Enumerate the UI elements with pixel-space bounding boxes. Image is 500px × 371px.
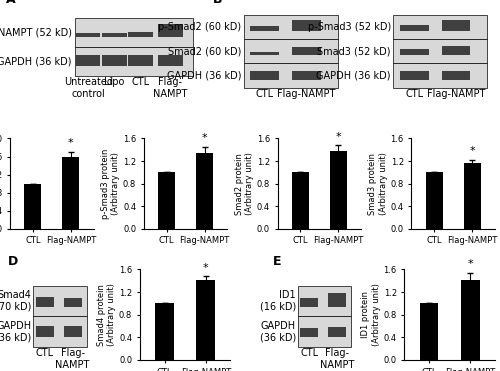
Bar — [158, 55, 182, 66]
Text: *: * — [336, 132, 341, 142]
Text: GAPDH (36 kD): GAPDH (36 kD) — [316, 70, 391, 81]
Text: CTL: CTL — [300, 348, 318, 358]
Text: *: * — [468, 259, 473, 269]
Text: CTL: CTL — [132, 77, 150, 87]
Bar — [298, 286, 351, 316]
Bar — [64, 298, 82, 306]
Text: Smad4
(70 kD): Smad4 (70 kD) — [0, 290, 32, 312]
Text: ID1
(16 kD): ID1 (16 kD) — [260, 290, 296, 312]
Text: Flag-NAMPT: Flag-NAMPT — [277, 89, 336, 99]
Bar — [292, 20, 320, 31]
Bar — [158, 24, 182, 37]
Bar — [76, 33, 100, 37]
Bar — [330, 151, 347, 229]
Bar — [156, 303, 174, 360]
Text: CTL: CTL — [405, 89, 423, 99]
Text: CTL: CTL — [256, 89, 274, 99]
Text: Untreated
control: Untreated control — [64, 77, 113, 99]
Text: NAMPT (52 kD): NAMPT (52 kD) — [0, 28, 72, 38]
Bar — [244, 14, 338, 39]
Bar — [464, 163, 480, 229]
Text: *: * — [202, 133, 207, 143]
Bar — [394, 39, 487, 63]
Text: Flag-
NAMPT: Flag- NAMPT — [153, 77, 188, 99]
Text: GAPDH (36 kD): GAPDH (36 kD) — [166, 70, 241, 81]
Bar — [400, 71, 428, 80]
Bar — [292, 47, 320, 55]
Bar — [394, 14, 487, 39]
Text: Smad3 (52 kD): Smad3 (52 kD) — [318, 46, 391, 56]
Text: Flag-
NAMPT: Flag- NAMPT — [56, 348, 90, 370]
Text: p-Smad2 (60 kD): p-Smad2 (60 kD) — [158, 22, 241, 32]
Bar — [36, 326, 54, 337]
Text: GAPDH
(36 kD): GAPDH (36 kD) — [0, 321, 32, 343]
Text: CTL: CTL — [36, 348, 54, 358]
Text: Smad2 (60 kD): Smad2 (60 kD) — [168, 46, 241, 56]
Text: Flag-
NAMPT: Flag- NAMPT — [320, 348, 354, 370]
Bar — [442, 71, 470, 80]
Bar — [76, 47, 193, 76]
Text: *: * — [470, 146, 475, 156]
Bar — [24, 184, 42, 229]
Bar — [62, 157, 80, 229]
Y-axis label: Smad2 protein
(Arbitrary unit): Smad2 protein (Arbitrary unit) — [234, 152, 254, 215]
Bar — [250, 26, 279, 31]
Bar — [442, 20, 470, 31]
Bar — [33, 316, 86, 347]
Bar — [328, 293, 346, 306]
Text: p-Smad3 (52 kD): p-Smad3 (52 kD) — [308, 22, 391, 32]
Text: GAPDH
(36 kD): GAPDH (36 kD) — [260, 321, 296, 343]
Text: GAPDH (36 kD): GAPDH (36 kD) — [0, 57, 72, 67]
Text: *: * — [203, 263, 208, 273]
Bar — [102, 33, 126, 37]
Bar — [196, 152, 213, 229]
Bar — [102, 55, 126, 66]
Bar — [442, 46, 470, 55]
Bar — [128, 55, 152, 66]
Text: Lipo: Lipo — [104, 77, 124, 87]
Bar — [426, 173, 442, 229]
Bar — [250, 71, 279, 80]
Bar — [244, 63, 338, 88]
Bar — [300, 328, 318, 337]
Text: B: B — [212, 0, 222, 6]
Text: Flag-NAMPT: Flag-NAMPT — [427, 89, 485, 99]
Bar — [250, 52, 279, 55]
Bar — [244, 39, 338, 63]
Bar — [394, 63, 487, 88]
Bar — [76, 55, 100, 66]
Bar — [196, 280, 215, 360]
Bar — [292, 71, 320, 80]
Bar — [420, 303, 438, 360]
Bar — [461, 280, 479, 360]
Y-axis label: ID1 protein
(Arbitrary unit): ID1 protein (Arbitrary unit) — [362, 283, 381, 346]
Bar — [328, 327, 346, 337]
Y-axis label: p-Smad3 protein
(Arbitrary unit): p-Smad3 protein (Arbitrary unit) — [100, 148, 120, 219]
Bar — [128, 32, 152, 37]
Bar — [400, 49, 428, 55]
Text: E: E — [273, 255, 281, 268]
Bar — [33, 286, 86, 316]
Bar — [300, 298, 318, 306]
Bar — [64, 326, 82, 337]
Text: A: A — [6, 0, 16, 6]
Bar — [298, 316, 351, 347]
Bar — [292, 173, 309, 229]
Y-axis label: Smad3 protein
(Arbitrary unit): Smad3 protein (Arbitrary unit) — [368, 152, 388, 215]
Y-axis label: Smad4 protein
(Arbitrary unit): Smad4 protein (Arbitrary unit) — [97, 283, 116, 346]
Text: D: D — [8, 255, 18, 268]
Bar — [400, 25, 428, 31]
Bar — [76, 18, 193, 47]
Bar — [158, 173, 175, 229]
Bar — [36, 297, 54, 306]
Text: *: * — [68, 138, 73, 148]
